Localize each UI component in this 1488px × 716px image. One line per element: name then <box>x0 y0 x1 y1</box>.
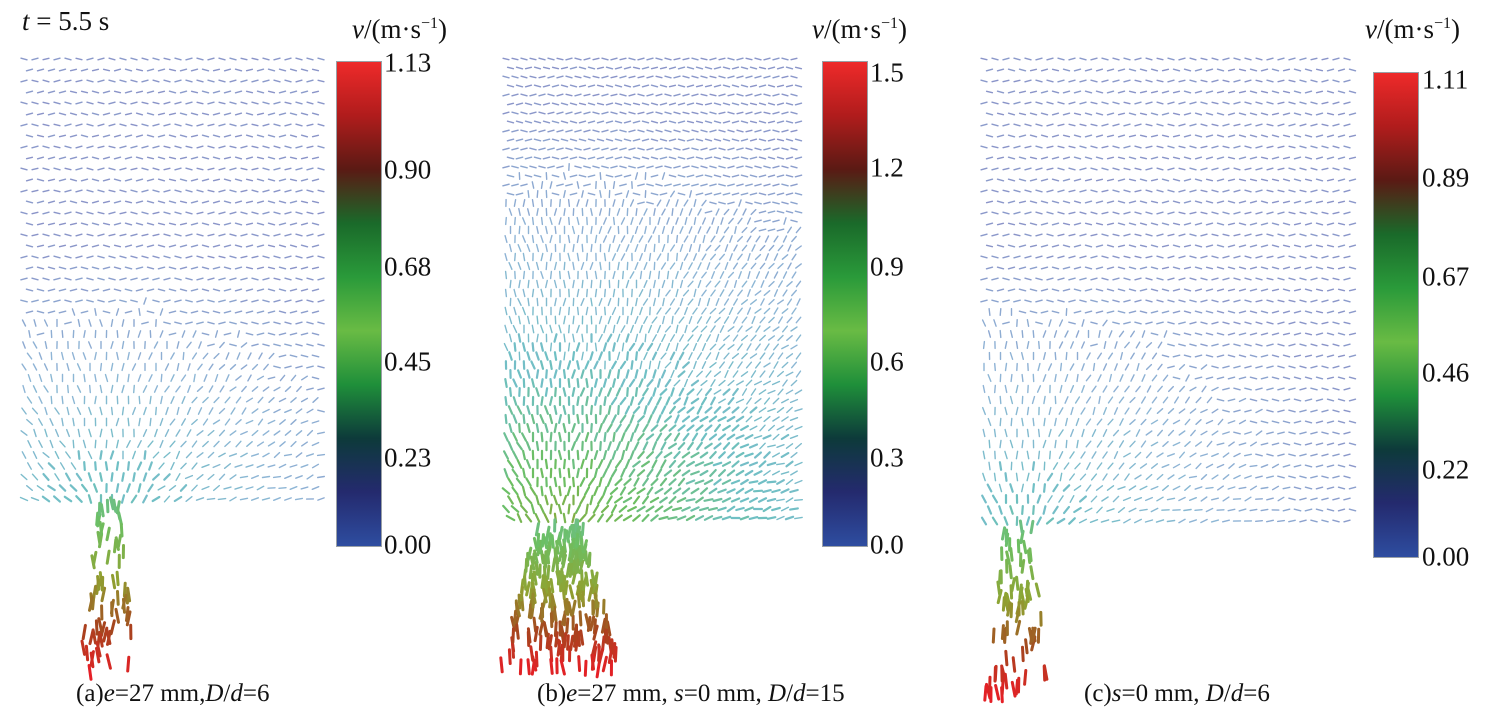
time-symbol: t <box>22 6 30 36</box>
tick-a-2: 0.45 <box>384 346 432 377</box>
tick-c-3: 0.67 <box>1422 261 1470 292</box>
caption-b-0: (b) <box>537 680 567 707</box>
caption-c: (c)s=0 mm, D/d=6 <box>1084 680 1270 708</box>
caption-b-1: e <box>566 680 578 707</box>
caption-b-5: D <box>768 680 787 707</box>
colorbar-c <box>1373 72 1419 558</box>
particle-vectors-c <box>980 57 1357 704</box>
caption-b-3: s <box>674 680 684 707</box>
tick-b-1: 0.3 <box>870 442 904 473</box>
tick-a-4: 0.90 <box>384 154 432 185</box>
particle-vectors-b <box>499 57 803 679</box>
tick-a-5: 1.13 <box>384 47 432 78</box>
caption-c-3: D <box>1205 680 1224 707</box>
caption-c-4: / <box>1223 680 1231 707</box>
cb-symbol: v <box>1365 14 1377 44</box>
tick-c-5: 1.11 <box>1422 64 1469 95</box>
caption-a-0: (a) <box>76 680 104 707</box>
cb-exponent: −1 <box>420 15 439 32</box>
velocity-field-a <box>18 55 348 681</box>
cb-symbol: v <box>812 14 824 44</box>
tick-b-2: 0.6 <box>870 346 904 377</box>
velocity-field-b <box>499 55 810 679</box>
caption-c-6: =6 <box>1243 680 1270 707</box>
caption-a-3: D <box>205 680 224 707</box>
colorbar-title-a: v/(m·s−1) <box>352 14 447 45</box>
caption-b-4: =0 mm, <box>683 680 768 707</box>
tick-b-5: 1.5 <box>870 57 904 88</box>
particle-vectors-a <box>19 57 326 681</box>
colorbar-title-b: v/(m·s−1) <box>812 14 907 45</box>
cb-unit: /(m·s <box>1376 14 1434 44</box>
cb-unit: /(m·s <box>823 14 881 44</box>
tick-c-0: 0.00 <box>1422 541 1470 572</box>
colorbar-title-c: v/(m·s−1) <box>1365 14 1460 45</box>
velocity-field-c <box>978 55 1363 704</box>
caption-b-7: d <box>793 680 806 707</box>
caption-a-6: =6 <box>242 680 270 707</box>
colorbar-b <box>822 61 868 547</box>
time-value: = 5.5 s <box>29 6 110 36</box>
caption-c-2: =0 mm, <box>1121 680 1206 707</box>
cb-close: ) <box>1451 14 1461 44</box>
caption-a-2: =27 mm, <box>114 680 206 707</box>
cb-unit: /(m·s <box>363 14 421 44</box>
tick-a-0: 0.00 <box>384 529 432 560</box>
caption-c-1: s <box>1111 680 1122 707</box>
caption-a-4: / <box>223 680 231 707</box>
cb-symbol: v <box>352 14 364 44</box>
tick-b-3: 0.9 <box>870 251 904 282</box>
tick-b-0: 0.0 <box>870 529 904 560</box>
caption-c-0: (c) <box>1084 680 1112 707</box>
colorbar-a <box>336 61 382 547</box>
cb-exponent: −1 <box>880 15 899 32</box>
tick-b-4: 1.2 <box>870 152 904 183</box>
cb-close: ) <box>898 14 908 44</box>
tick-c-2: 0.46 <box>1422 357 1470 388</box>
caption-a: (a)e=27 mm,D/d=6 <box>76 680 269 708</box>
caption-a-1: e <box>103 680 115 707</box>
tick-c-1: 0.22 <box>1422 454 1470 485</box>
cb-close: ) <box>438 14 448 44</box>
caption-b-8: =15 <box>805 680 845 707</box>
tick-c-4: 0.89 <box>1422 162 1470 193</box>
caption-c-5: d <box>1230 680 1244 707</box>
time-label: t = 5.5 s <box>22 6 109 37</box>
caption-b-6: / <box>786 680 794 707</box>
cb-exponent: −1 <box>1433 15 1452 32</box>
caption-b: (b)e=27 mm, s=0 mm, D/d=15 <box>537 680 845 708</box>
tick-a-3: 0.68 <box>384 251 432 282</box>
tick-a-1: 0.23 <box>384 442 432 473</box>
caption-b-2: =27 mm, <box>577 680 675 707</box>
caption-a-5: d <box>230 680 243 707</box>
